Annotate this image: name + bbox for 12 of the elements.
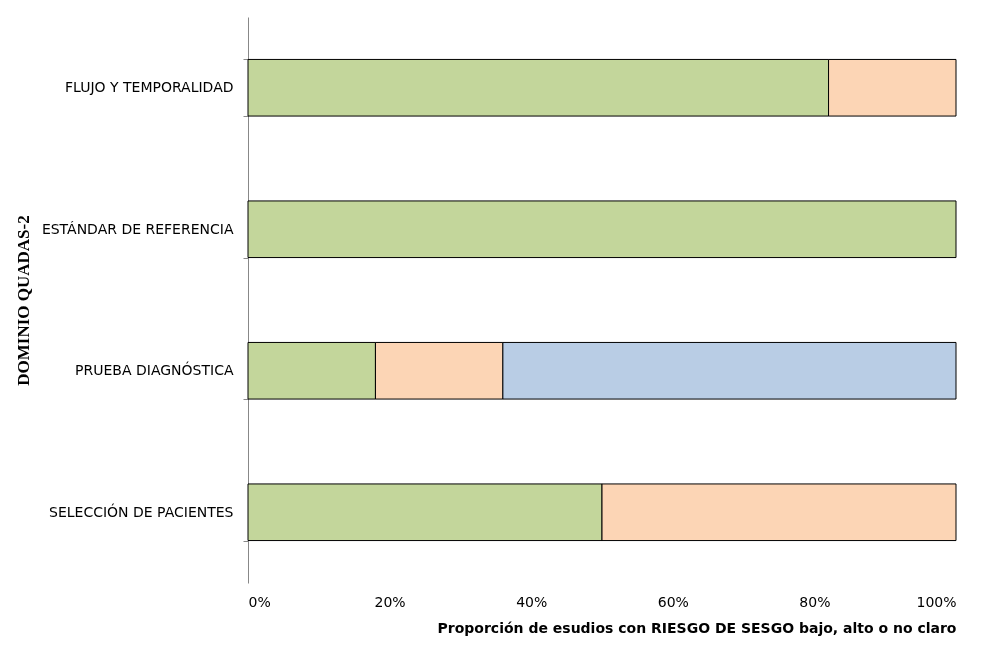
y-axis-title: DOMINIO QUADAS-2 [13, 215, 33, 386]
y-tick-label: SELECCIÓN DE PACIENTES [49, 502, 234, 520]
x-tick-label: 60% [657, 593, 689, 610]
x-tick-label: 80% [799, 593, 831, 610]
x-tick-label: 100% [916, 593, 957, 610]
y-tick-label: ESTÁNDAR DE REFERENCIA [41, 220, 234, 237]
x-tick-label: 40% [516, 593, 548, 610]
x-tick-label: 0% [248, 593, 271, 610]
x-tick-label: 20% [374, 593, 406, 610]
y-tick-label: FLUJO Y TEMPORALIDAD [65, 79, 234, 96]
y-tick-label: PRUEBA DIAGNÓSTICA [75, 361, 234, 379]
x-axis-title: Proporción de esudios con RIESGO DE SESGO bajo, alto o no claro [437, 619, 957, 636]
